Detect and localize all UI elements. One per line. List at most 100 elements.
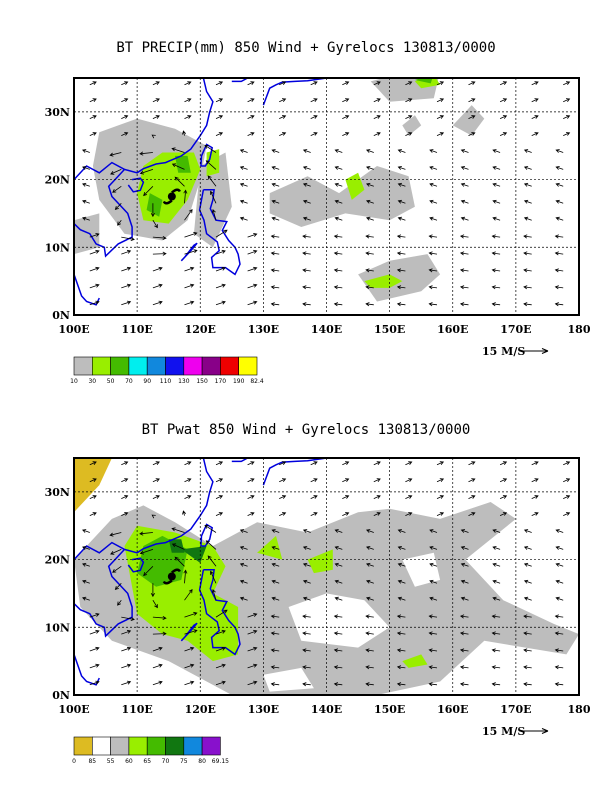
wind-vector <box>563 115 571 119</box>
wind-vector <box>302 614 311 619</box>
wind-vector <box>270 648 280 653</box>
wind-vector <box>555 216 564 221</box>
wind-vector <box>523 596 532 601</box>
wind-vector <box>121 266 132 272</box>
wind-vector <box>563 478 571 483</box>
colorbar-swatch <box>183 736 203 756</box>
panel2-map: 100E 110E 120E 130E 140E 150E 160E 170E 180 0N 10N… <box>45 457 591 765</box>
wind-vector <box>429 596 438 601</box>
wind-vector <box>334 562 343 567</box>
wind-vector <box>215 249 226 255</box>
wind-vector <box>114 583 122 590</box>
wind-vector <box>373 132 381 136</box>
panel2-reference-vector: 15 M/S <box>482 725 549 738</box>
precip-area <box>414 78 433 84</box>
wind-vector <box>554 682 564 687</box>
wind-vector <box>531 512 539 516</box>
wind-vector <box>310 132 318 136</box>
wind-vector <box>334 546 343 550</box>
wind-vector <box>279 495 287 499</box>
wind-vector <box>215 283 226 289</box>
wind-vector <box>215 98 224 103</box>
wind-vector <box>342 132 350 136</box>
wind-vector <box>468 512 476 516</box>
precip-area <box>146 193 163 217</box>
wind-vector <box>247 283 258 289</box>
coastline <box>180 622 198 642</box>
coastline <box>74 548 133 638</box>
panel1-ref-label: 15 M/S <box>482 345 525 358</box>
wind-vector <box>555 579 564 584</box>
colorbar-label: 82.4 <box>250 378 264 385</box>
wind-vector <box>89 300 100 306</box>
wind-vector <box>247 646 258 652</box>
wind-vector <box>397 596 406 601</box>
lon-tick-label: 100E <box>58 703 89 716</box>
wind-vector <box>459 268 469 273</box>
wind-vector <box>555 149 564 153</box>
wind-vector <box>183 189 188 204</box>
lon-tick-label: 170E <box>500 323 531 336</box>
wind-vector <box>342 461 350 466</box>
wind-vector <box>117 219 122 226</box>
wind-vector <box>499 461 508 466</box>
wind-vector <box>491 614 501 619</box>
wind-vector <box>555 199 564 204</box>
wind-vector <box>459 251 469 256</box>
wind-vector <box>89 461 97 466</box>
wind-vector <box>436 512 445 516</box>
wind-vector <box>152 266 163 272</box>
wind-vector <box>436 461 445 466</box>
panel2-wind-vectors <box>82 461 571 687</box>
colorbar-label: 10 <box>70 378 78 385</box>
wind-vector <box>247 81 255 86</box>
lon-tick-label: 160E <box>437 323 468 336</box>
wind-vector <box>302 302 311 307</box>
wind-vector <box>82 199 90 204</box>
wind-vector <box>205 540 217 550</box>
wind-vector <box>555 166 564 170</box>
wind-vector <box>270 631 280 636</box>
pwat-area <box>402 654 428 668</box>
wind-vector <box>405 115 413 119</box>
wind-vector <box>152 495 160 499</box>
wind-vector <box>205 160 217 170</box>
wind-vector <box>89 98 97 103</box>
wind-vector <box>491 285 501 290</box>
wind-vector <box>531 461 539 466</box>
wind-vector <box>334 149 343 153</box>
wind-vector <box>563 81 571 86</box>
wind-vector <box>215 663 226 669</box>
wind-vector <box>405 132 413 136</box>
wind-vector <box>247 663 258 669</box>
wind-vector <box>82 166 90 170</box>
wind-vector <box>554 631 564 636</box>
wind-vector <box>215 115 224 119</box>
wind-vector <box>491 234 501 239</box>
wind-vector <box>554 251 564 256</box>
wind-vector <box>436 132 445 136</box>
wind-vector <box>239 199 248 204</box>
wind-vector <box>396 682 406 687</box>
wind-vector <box>428 631 438 636</box>
wind-vector <box>247 680 258 686</box>
wind-vector <box>215 512 224 516</box>
wind-vector <box>468 98 476 103</box>
wind-vector <box>459 302 469 307</box>
pwat-area <box>74 458 112 513</box>
wind-vector <box>428 285 438 290</box>
wind-vector <box>184 663 195 669</box>
colorbar-label: 70 <box>125 378 133 385</box>
wind-vector <box>121 461 129 466</box>
wind-vector <box>334 216 343 221</box>
wind-vector <box>523 579 532 584</box>
wind-vector <box>215 461 224 466</box>
wind-vector <box>110 169 122 175</box>
wind-vector <box>271 546 280 550</box>
wind-vector <box>436 98 445 103</box>
wind-vector <box>89 478 97 483</box>
wind-vector <box>429 216 438 221</box>
wind-vector <box>152 81 160 86</box>
coastline <box>74 168 133 258</box>
wind-vector <box>468 478 476 483</box>
